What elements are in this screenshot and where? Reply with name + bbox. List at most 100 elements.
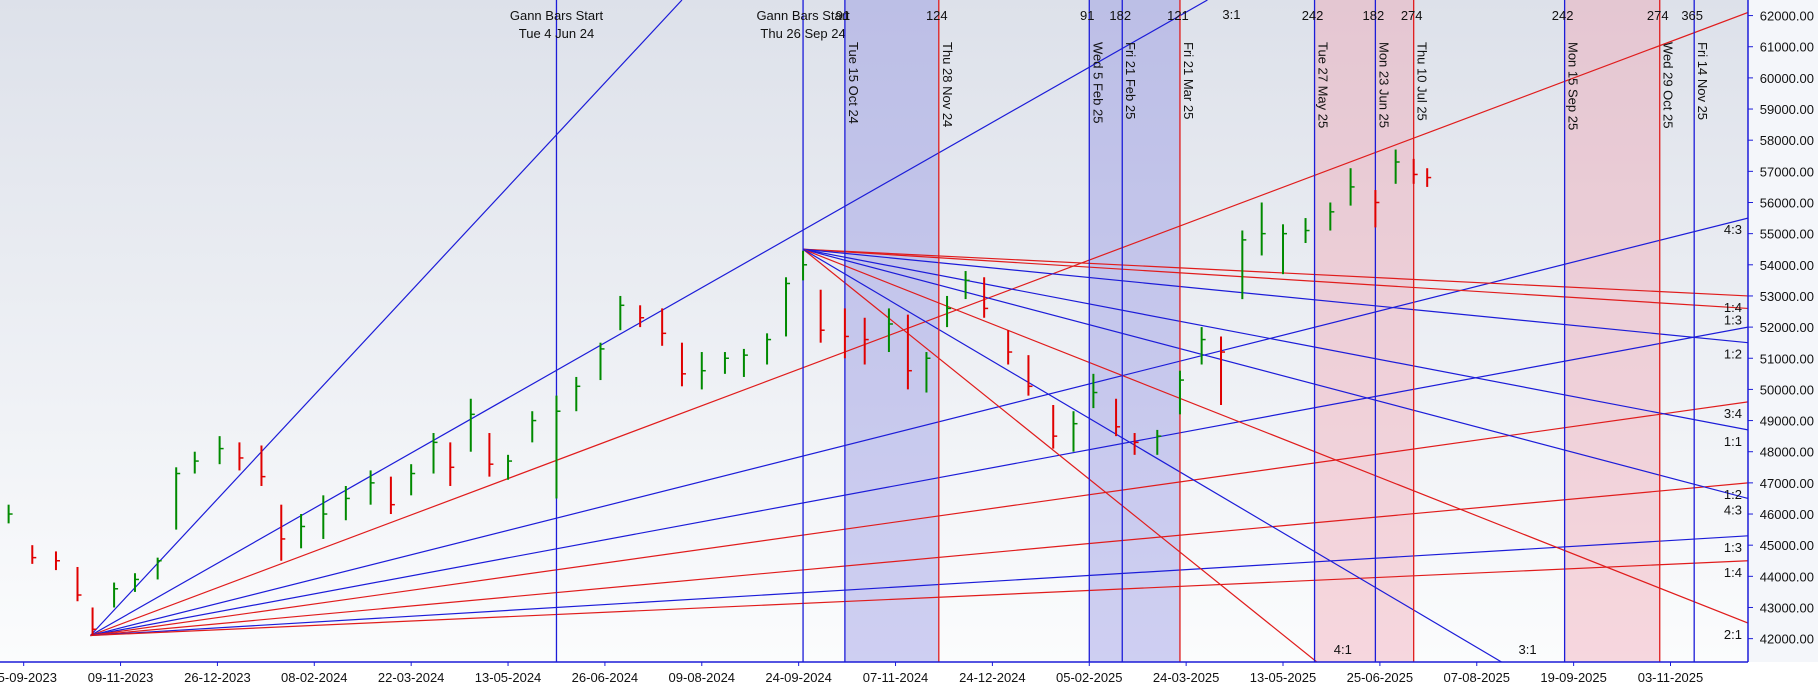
- event-count: 242: [1552, 8, 1574, 23]
- bar-layer: [7, 149, 1432, 636]
- x-tick-label: 05-02-2025: [1056, 670, 1123, 685]
- event-count: 242: [1302, 8, 1324, 23]
- y-tick-label: 56000.00: [1760, 195, 1814, 210]
- event-date-label: Wed 29 Oct 25: [1661, 42, 1676, 128]
- event-count: 121: [1167, 8, 1189, 23]
- y-tick-label: 49000.00: [1760, 414, 1814, 429]
- fan-label: 1:1: [1724, 434, 1742, 449]
- y-tick-label: 61000.00: [1760, 40, 1814, 55]
- event-date-label: Mon 15 Sep 25: [1566, 42, 1581, 130]
- y-tick-label: 58000.00: [1760, 133, 1814, 148]
- y-tick-label: 43000.00: [1760, 600, 1814, 615]
- fan-line: [90, 11, 1748, 637]
- y-tick-label: 46000.00: [1760, 507, 1814, 522]
- fan-line: [802, 248, 1748, 624]
- gann-start-date: Thu 26 Sep 24: [760, 26, 845, 41]
- fan-line: [90, 482, 1748, 637]
- event-date-label: Tue 27 May 25: [1316, 42, 1331, 128]
- x-tick-label: 24-03-2025: [1153, 670, 1220, 685]
- fan-line: [802, 248, 1748, 344]
- highlight-span: [1314, 0, 1414, 662]
- fan-label: 4:3: [1724, 222, 1742, 237]
- event-date-label: Tue 15 Oct 24: [846, 42, 861, 124]
- event-date-label: Wed 5 Feb 25: [1090, 42, 1105, 123]
- event-date-label: Mon 23 Jun 25: [1376, 42, 1391, 128]
- fan-line: [90, 326, 1748, 637]
- fan-label: 4:1: [1334, 642, 1352, 657]
- fan-label: 1:3: [1724, 312, 1742, 327]
- fan-label: 3:1: [1519, 642, 1537, 657]
- highlight-span: [1564, 0, 1660, 662]
- y-tick-label: 62000.00: [1760, 9, 1814, 24]
- x-tick-label: 25-06-2025: [1347, 670, 1414, 685]
- x-tick-label: 22-03-2024: [378, 670, 445, 685]
- x-tick-label: 26-06-2024: [572, 670, 639, 685]
- x-tick-label: 25-09-2023: [0, 670, 57, 685]
- y-tick-label: 52000.00: [1760, 320, 1814, 335]
- x-tick-label: 24-12-2024: [959, 670, 1026, 685]
- event-layer: Gann Bars Start Tue 4 Jun 24 Gann Bars Sta…: [510, 0, 1710, 662]
- x-tick-label: 09-11-2023: [88, 670, 154, 685]
- fan-label: 3:1: [1222, 7, 1240, 22]
- y-tick-label: 55000.00: [1760, 227, 1814, 242]
- y-tick-label: 51000.00: [1760, 351, 1814, 366]
- fan-line: [90, 401, 1748, 637]
- x-tick-label: 13-05-2024: [475, 670, 542, 685]
- fan-line: [90, 0, 1208, 637]
- event-count: 182: [1109, 8, 1131, 23]
- fan-layer: [89, 0, 1748, 662]
- y-axis-panel: [1749, 0, 1818, 662]
- event-count: 124: [926, 8, 948, 23]
- y-tick-label: 42000.00: [1760, 632, 1814, 647]
- fan-line: [90, 560, 1748, 637]
- fan-line: [802, 248, 1748, 500]
- x-tick-label: 03-11-2025: [1638, 670, 1704, 685]
- event-count: 91: [1080, 8, 1094, 23]
- fan-line: [89, 0, 683, 636]
- y-tick-label: 44000.00: [1760, 569, 1814, 584]
- x-tick-label: 08-02-2024: [281, 670, 348, 685]
- highlight-span: [844, 0, 939, 662]
- event-count: 274: [1401, 8, 1423, 23]
- fan-line: [803, 248, 1748, 310]
- y-tick-label: 59000.00: [1760, 102, 1814, 117]
- y-tick-label: 47000.00: [1760, 476, 1814, 491]
- x-tick-label: 07-08-2025: [1444, 670, 1511, 685]
- fan-label: 1:4: [1724, 565, 1742, 580]
- y-tick-label: 54000.00: [1760, 258, 1814, 273]
- x-tick-label: 09-08-2024: [669, 670, 736, 685]
- gann-start-title: Gann Bars Start: [510, 8, 604, 23]
- fan-label: 1:3: [1724, 540, 1742, 555]
- x-tick-label: 26-12-2023: [184, 670, 251, 685]
- y-tick-label: 45000.00: [1760, 538, 1814, 553]
- event-count: 365: [1681, 8, 1703, 23]
- fan-label: 3:4: [1724, 406, 1742, 421]
- fan-label: 2:1: [1724, 627, 1742, 642]
- event-count: 274: [1647, 8, 1669, 23]
- fan-line: [90, 217, 1748, 637]
- event-count: 182: [1363, 8, 1385, 23]
- x-tick-label: 19-09-2025: [1540, 670, 1607, 685]
- x-tick-label: 24-09-2024: [765, 670, 832, 685]
- x-tick-label: 13-05-2025: [1250, 670, 1317, 685]
- event-date-label: Thu 28 Nov 24: [940, 42, 955, 127]
- y-tick-label: 60000.00: [1760, 71, 1814, 86]
- plot-area: [0, 0, 1748, 662]
- y-tick-label: 50000.00: [1760, 382, 1814, 397]
- y-tick-label: 53000.00: [1760, 289, 1814, 304]
- event-count: 91: [836, 8, 850, 23]
- y-tick-label: 48000.00: [1760, 445, 1814, 460]
- fan-label: 1:4: [1724, 300, 1742, 315]
- x-tick-label: 07-11-2024: [863, 670, 929, 685]
- event-date-label: Fri 21 Feb 25: [1123, 42, 1138, 119]
- highlight-span: [1089, 0, 1180, 662]
- gann-start-title: Gann Bars Start: [756, 8, 850, 23]
- event-date-label: Fri 21 Mar 25: [1181, 42, 1196, 119]
- span-layer: [844, 0, 1660, 662]
- fan-line: [802, 248, 1748, 431]
- fan-label: 4:3: [1724, 502, 1742, 517]
- fan-line: [90, 535, 1748, 637]
- fan-label: 1:2: [1724, 487, 1742, 502]
